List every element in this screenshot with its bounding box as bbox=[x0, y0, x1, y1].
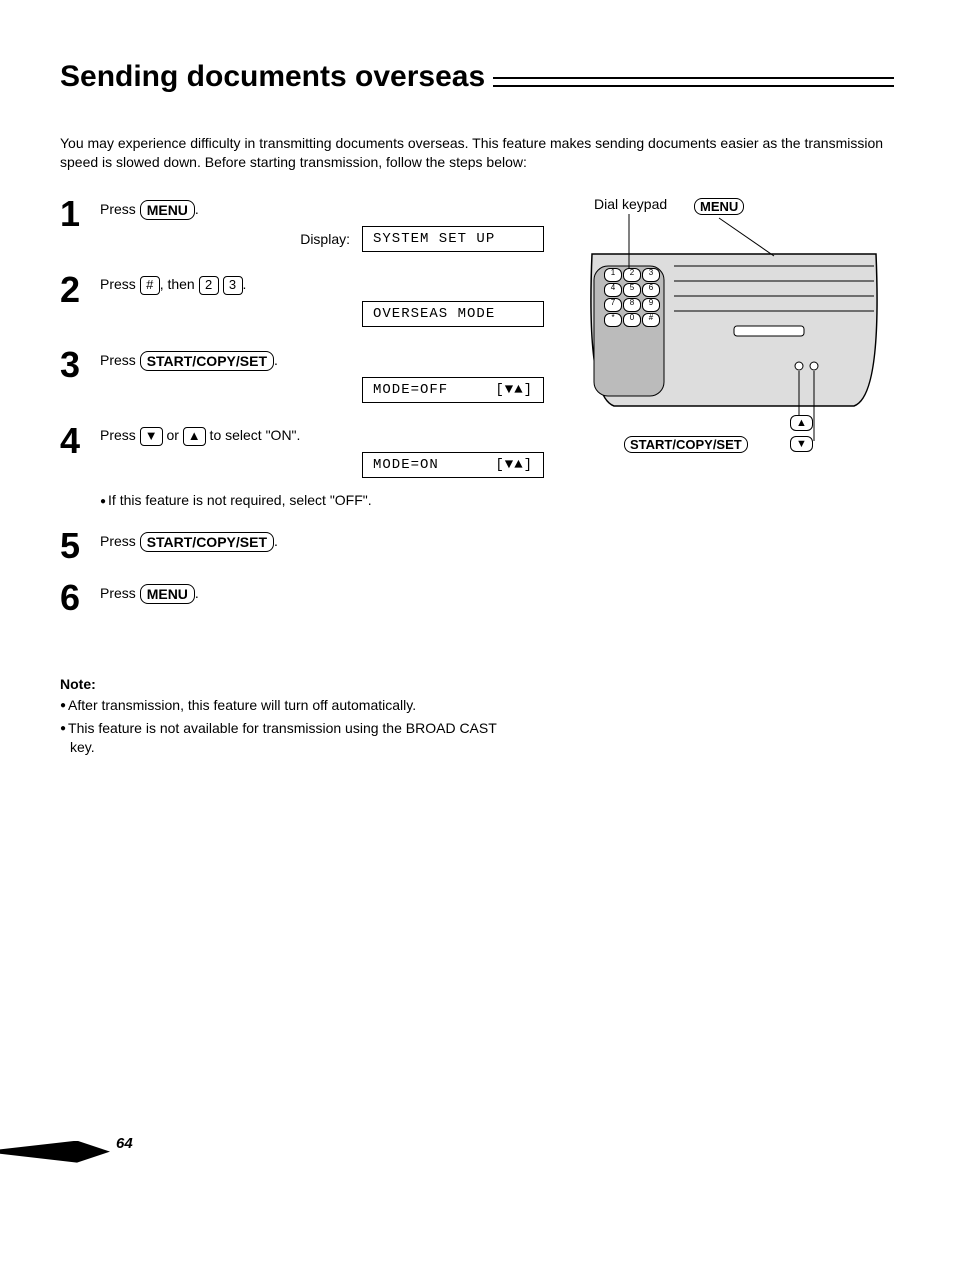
step-number: 4 bbox=[60, 423, 100, 459]
diagram-up-button: ▲ bbox=[790, 415, 813, 431]
step-number: 6 bbox=[60, 580, 100, 616]
title-rule bbox=[493, 77, 894, 87]
fax-diagram: Dial keypad MENU bbox=[584, 196, 884, 476]
display-label: Display: bbox=[300, 231, 350, 247]
page-number: 64 bbox=[116, 1135, 133, 1152]
up-key: ▲ bbox=[183, 427, 206, 446]
bullet-icon: ● bbox=[100, 496, 106, 507]
menu-button: MENU bbox=[140, 200, 195, 220]
keypad-overlay: 1 2 3 4 5 6 7 8 9 * 0 # bbox=[604, 268, 660, 327]
lcd-display: SYSTEM SET UP bbox=[362, 226, 544, 252]
step-2: 2 Press #, then 2 3. OVERSEAS MODE bbox=[60, 272, 544, 341]
step-1: 1 Press MENU. Display: SYSTEM SET UP bbox=[60, 196, 544, 266]
step-number: 2 bbox=[60, 272, 100, 308]
note-item: ●After transmission, this feature will t… bbox=[60, 696, 500, 715]
steps-column: 1 Press MENU. Display: SYSTEM SET UP 2 P… bbox=[60, 196, 544, 761]
step-note: ●If this feature is not required, select… bbox=[100, 492, 544, 508]
step-4: 4 Press ▼ or ▲ to select "ON". MODE=ON [… bbox=[60, 423, 544, 522]
note-title: Note: bbox=[60, 676, 500, 692]
step-instruction: Press MENU. bbox=[100, 584, 544, 604]
title-text: Sending documents overseas bbox=[60, 60, 485, 94]
key-3: 3 bbox=[223, 276, 243, 295]
step-number: 3 bbox=[60, 347, 100, 383]
menu-button: MENU bbox=[140, 584, 195, 604]
bullet-icon: ● bbox=[60, 700, 66, 711]
page-footer: 64 bbox=[60, 1141, 894, 1171]
step-3: 3 Press START/COPY/SET. MODE=OFF [▼▲] bbox=[60, 347, 544, 417]
note-item: ●This feature is not available for trans… bbox=[60, 719, 500, 757]
key-2: 2 bbox=[199, 276, 219, 295]
lcd-display: MODE=ON [▼▲] bbox=[362, 452, 544, 478]
start-copy-set-button: START/COPY/SET bbox=[140, 351, 274, 371]
step-number: 1 bbox=[60, 196, 100, 232]
start-copy-set-button: START/COPY/SET bbox=[140, 532, 274, 552]
step-instruction: Press MENU. bbox=[100, 200, 544, 220]
step-number: 5 bbox=[60, 528, 100, 564]
page-marker-icon bbox=[0, 1141, 110, 1163]
step-instruction: Press #, then 2 3. bbox=[100, 276, 544, 295]
diagram-down-button: ▼ bbox=[790, 436, 813, 452]
hash-key: # bbox=[140, 276, 160, 295]
lcd-display: OVERSEAS MODE bbox=[362, 301, 544, 327]
fax-illustration bbox=[584, 196, 884, 476]
step-6: 6 Press MENU. bbox=[60, 580, 544, 616]
step-instruction: Press START/COPY/SET. bbox=[100, 532, 544, 552]
intro-paragraph: You may experience difficulty in transmi… bbox=[60, 134, 894, 172]
page-title: Sending documents overseas bbox=[60, 60, 894, 94]
lcd-display: MODE=OFF [▼▲] bbox=[362, 377, 544, 403]
down-key: ▼ bbox=[140, 427, 163, 446]
step-instruction: Press ▼ or ▲ to select "ON". bbox=[100, 427, 544, 446]
step-instruction: Press START/COPY/SET. bbox=[100, 351, 544, 371]
diagram-start-button: START/COPY/SET bbox=[624, 436, 748, 453]
note-block: Note: ●After transmission, this feature … bbox=[60, 676, 500, 757]
step-5: 5 Press START/COPY/SET. bbox=[60, 528, 544, 564]
bullet-icon: ● bbox=[60, 723, 66, 734]
diagram-column: Dial keypad MENU bbox=[584, 196, 894, 476]
